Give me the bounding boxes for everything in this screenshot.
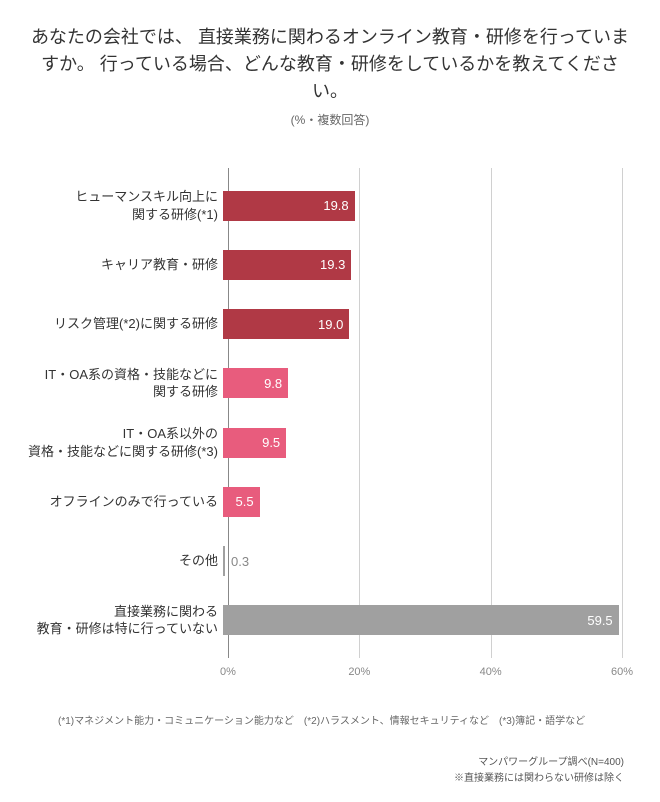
bar-track: 19.3	[223, 250, 622, 280]
bar-row: オフラインのみで行っている 5.5	[28, 477, 622, 527]
bar-track: 19.8	[223, 191, 622, 221]
bar-row: その他0.3	[28, 536, 622, 586]
bar-row: IT・OA系以外の 資格・技能などに関する研修(*3) 9.5	[28, 418, 622, 468]
bar-label: IT・OA系の資格・技能などに 関する研修	[28, 366, 223, 401]
x-axis-tick: 20%	[348, 666, 370, 678]
bars-container: ヒューマンスキル向上に 関する研修(*1) 19.8 キャリア教育・研修 19.3 リス…	[28, 168, 622, 658]
bar-row: IT・OA系の資格・技能などに 関する研修 9.8	[28, 358, 622, 408]
bar: 0.3	[223, 546, 225, 576]
x-axis-tick: 40%	[480, 666, 502, 678]
bar: 9.5	[223, 428, 286, 458]
bar: 19.0	[223, 309, 349, 339]
footnotes: (*1)マネジメント能力・コミュニケーション能力など (*2)ハラスメント、情報…	[28, 712, 632, 727]
bar: 19.8	[223, 191, 355, 221]
bar: 19.3	[223, 250, 351, 280]
bar-label: リスク管理(*2)に関する研修	[28, 315, 223, 333]
bar-row: 直接業務に関わる 教育・研修は特に行っていない 59.5	[28, 595, 622, 645]
bar-track: 9.8	[223, 368, 622, 398]
source-attribution: マンパワーグループ調べ(N=400) ※直接業務には関わらない研修は除く	[28, 755, 632, 787]
bar-track: 0.3	[223, 546, 622, 576]
bar: 59.5	[223, 605, 619, 635]
x-axis-tick: 0%	[220, 666, 236, 678]
chart-title: あなたの会社では、 直接業務に関わるオンライン教育・研修を行っていますか。 行っ…	[28, 24, 632, 105]
bar-row: ヒューマンスキル向上に 関する研修(*1) 19.8	[28, 181, 622, 231]
x-axis: 0%20%40%60%	[228, 662, 622, 688]
bar-label: キャリア教育・研修	[28, 256, 223, 274]
gridline	[622, 168, 623, 658]
bar-row: リスク管理(*2)に関する研修 19.0	[28, 299, 622, 349]
bar-track: 5.5	[223, 487, 622, 517]
bar-track: 9.5	[223, 428, 622, 458]
bar-label: オフラインのみで行っている	[28, 493, 223, 511]
bar-value: 19.0	[312, 317, 349, 332]
bar-label: 直接業務に関わる 教育・研修は特に行っていない	[28, 603, 223, 638]
chart-subtitle: (%・複数回答)	[28, 111, 632, 128]
source-line-1: マンパワーグループ調べ(N=400)	[28, 755, 624, 771]
bar-label: その他	[28, 552, 223, 570]
x-axis-tick: 60%	[611, 666, 633, 678]
bar-track: 59.5	[223, 605, 622, 635]
bar-label: ヒューマンスキル向上に 関する研修(*1)	[28, 188, 223, 223]
bar-value: 9.5	[256, 435, 286, 450]
bar-track: 19.0	[223, 309, 622, 339]
bar-value: 9.8	[258, 376, 288, 391]
bar: 9.8	[223, 368, 288, 398]
bar-value: 59.5	[581, 613, 618, 628]
bar-row: キャリア教育・研修 19.3	[28, 240, 622, 290]
bar-label: IT・OA系以外の 資格・技能などに関する研修(*3)	[28, 425, 223, 460]
bar-value: 0.3	[225, 554, 255, 569]
bar-value: 19.3	[314, 257, 351, 272]
chart-area: ヒューマンスキル向上に 関する研修(*1) 19.8 キャリア教育・研修 19.3 リス…	[28, 168, 632, 688]
bar-value: 5.5	[229, 494, 259, 509]
bar-value: 19.8	[317, 198, 354, 213]
bar: 5.5	[223, 487, 260, 517]
source-line-2: ※直接業務には関わらない研修は除く	[28, 771, 624, 787]
